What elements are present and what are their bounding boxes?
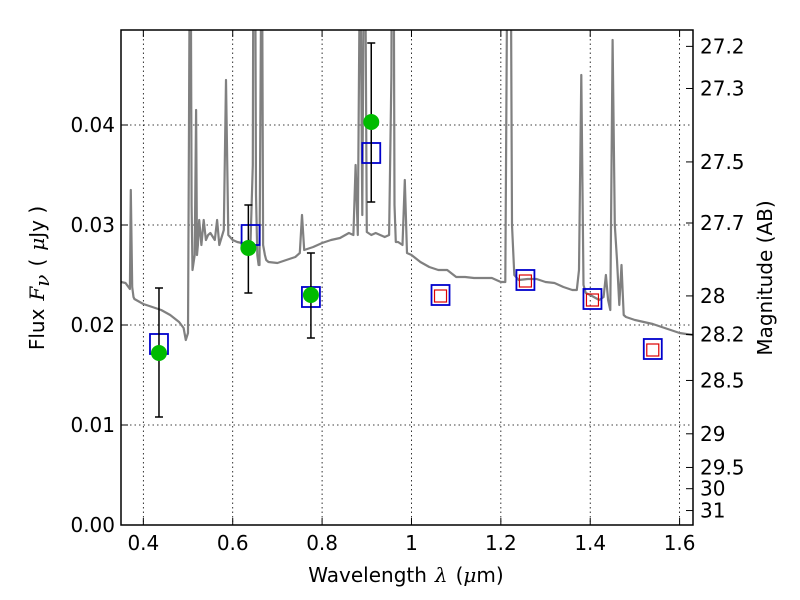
axis-ticks: 0.4 0.6 0.8 1 1.2 1.4 1.6 0.00 0.01 0.02 0.03 0.04 2… [70,30,745,555]
y2-tick-label: 30 [700,477,725,501]
plot-area [121,30,693,418]
x-tick-label: 0.6 [217,531,249,555]
inset-point [433,289,448,303]
y2-axis-label: Magnitude (AB) [753,200,777,355]
model-point [642,338,663,360]
y2-tick-label: 27.2 [700,34,745,58]
y2-tick-label: 28.5 [700,368,745,392]
inset-point [646,343,660,357]
y-tick-label: 0.04 [70,113,115,137]
y-tick-label: 0.03 [70,213,115,237]
y2-tick-label: 31 [700,499,725,523]
y2-tick-label: 27.3 [700,76,745,100]
x-tick-label: 1.2 [485,531,517,555]
axes-frame [120,29,694,526]
x-tick-label: 0.4 [127,531,159,555]
x-tick-label: 1.6 [664,531,696,555]
observed-point [150,345,167,361]
observed-point [363,114,380,130]
y2-tick-label: 27.7 [700,211,745,235]
inset-point [585,293,600,307]
model-point [582,288,603,310]
model-point [430,284,451,306]
y-axis-label: FluxFν(μJy ) [25,206,54,350]
y2-tick-label: 28 [700,284,725,308]
x-tick-label: 1.4 [574,531,606,555]
y2-tick-label: 28.2 [700,322,745,346]
observed-point [302,287,319,303]
y2-tick-label: 29.5 [700,455,745,479]
inset-point [518,274,533,288]
model-point [515,269,536,291]
x-tick-label: 1 [405,531,418,555]
y2-tick-label: 29 [700,422,725,446]
y-tick-label: 0.02 [70,313,115,337]
y2-tick-label: 27.5 [700,150,745,174]
y-tick-label: 0.01 [70,413,115,437]
observed-point [240,240,257,256]
x-tick-label: 0.8 [306,531,338,555]
spectrum-line [121,30,693,342]
x-axis-label: Wavelength λ (μm) [308,563,503,587]
y-tick-label: 0.00 [70,513,115,537]
